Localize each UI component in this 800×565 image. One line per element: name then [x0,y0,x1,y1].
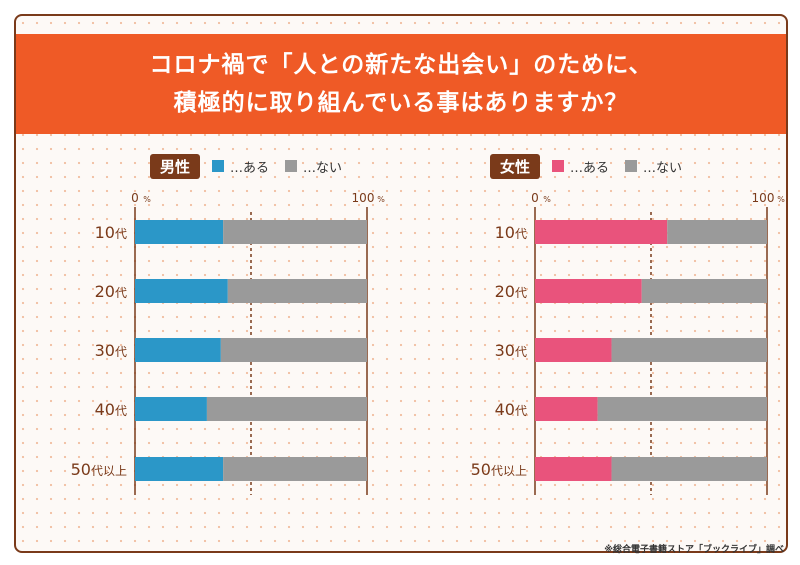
title-line-1: コロナ禍で「人との新たな出会い」のために、 [149,52,653,78]
male-bar-yes [135,338,221,362]
male-legend: 男性 …ある …ない [150,153,352,179]
female-bar-no [611,338,767,362]
female-axis-min-unit: % [543,195,551,204]
legend-no-swatch-female [625,160,638,172]
male-axis-min-unit: % [143,195,151,204]
title-line-2: 積極的に取り組んでいる事はありますか？ [173,90,629,116]
male-bar-yes [135,220,224,244]
male-category-label: 30代 [95,341,127,360]
legend-yes-label-female: …ある [570,160,610,176]
male-bar-no [220,338,367,362]
female-category-label: 40代 [495,400,527,419]
male-bar-no [227,279,367,303]
female-chart-title: 女性 [490,153,541,179]
legend-no-label-female: …ない [643,160,683,176]
female-bar-yes [535,338,612,362]
male-axis-max-unit: % [377,195,385,204]
female-axis-min-label: 0 [531,191,539,205]
legend-no-swatch-male [285,160,298,172]
legend-no-label-male: …ない [303,160,343,176]
female-axis-max-label: 100 [752,191,775,205]
legend-yes-label-male: …ある [230,160,270,176]
female-category-label: 10代 [495,223,527,242]
female-bar-yes [535,220,668,244]
female-bar-no [667,220,767,244]
male-bar-no [223,220,367,244]
female-bar-yes [535,279,642,303]
title-banner: コロナ禍で「人との新たな出会い」のために、 積極的に取り組んでいる事はありますか… [16,34,786,134]
male-axis-min-label: 0 [131,191,139,205]
female-bar-no [641,279,767,303]
male-chart-title: 男性 [150,153,201,179]
source-credit: ※総合電子書籍ストア「ブックライブ」調べ [604,545,784,555]
male-category-label: 10代 [95,223,127,242]
male-category-label: 40代 [95,400,127,419]
male-bar-yes [135,457,224,481]
female-category-label: 20代 [495,282,527,301]
female-bar-yes [535,457,612,481]
female-category-label: 50代以上 [471,460,527,479]
legend-yes-swatch-male [212,160,225,172]
male-bar-no [223,457,367,481]
male-bar-no [206,397,367,421]
male-category-label: 50代以上 [71,460,127,479]
female-legend: 女性 …ある …ない [490,153,692,179]
male-axis-max-label: 100 [352,191,375,205]
male-bar-yes [135,279,228,303]
female-bar-no [597,397,767,421]
female-bar-yes [535,397,598,421]
legend-yes-swatch-female [552,160,565,172]
male-category-label: 20代 [95,282,127,301]
male-bar-yes [135,397,207,421]
female-axis-max-unit: % [777,195,785,204]
female-bar-no [611,457,767,481]
female-category-label: 30代 [495,341,527,360]
